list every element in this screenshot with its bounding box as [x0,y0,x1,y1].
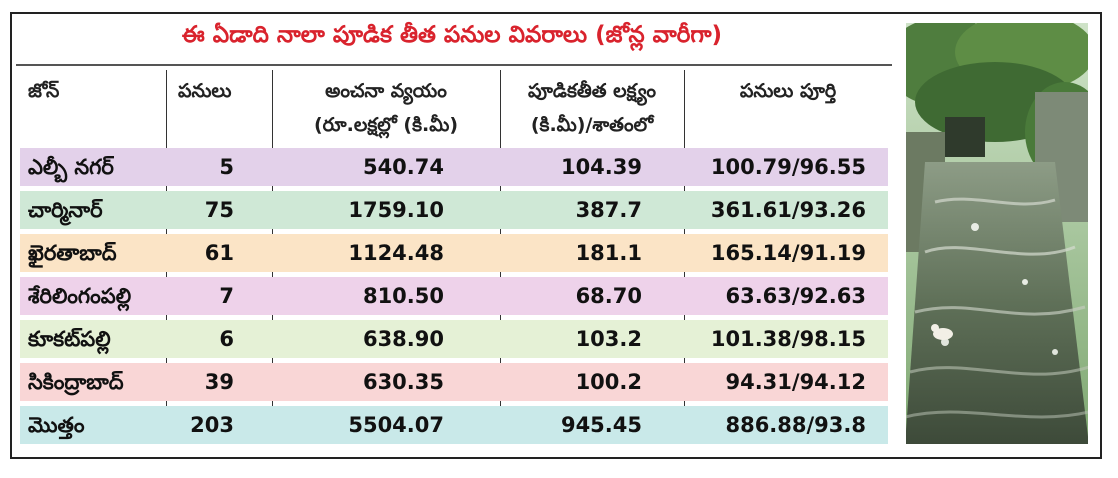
cell-target: 181.1 [575,241,642,265]
drain-photo-illustration [905,22,1089,445]
header-completed: పనులు పూర్తి [739,80,837,102]
header-target: పూడికతీత లక్ష్యం (కి.మీ)/శాతంలో [506,74,678,142]
cell-estimate: 5504.07 [348,413,444,437]
cell-works: 61 [204,241,234,265]
header-target-line1: పూడికతీత లక్ష్యం [528,80,656,102]
cell-completed: 886.88/93.8 [725,413,866,437]
cell-target: 100.2 [575,370,642,394]
cell-estimate: 630.35 [362,370,444,394]
cell-completed: 165.14/91.19 [710,241,866,265]
cell-estimate: 638.90 [362,327,444,351]
cell-zone: సికింద్రాబాద్ [28,370,124,394]
header-estimate: అంచనా వ్యయం (రూ.లక్షల్లో (కి.మీ) [278,74,494,142]
cell-zone: ఖైరతాబాద్ [28,241,117,265]
cell-zone: మొత్తం [28,413,85,437]
cell-estimate: 1124.48 [348,241,444,265]
table-row: ఖైరతాబాద్ 61 1124.48 181.1 165.14/91.19 [20,234,888,272]
table-row: ఎల్బీ నగర్ 5 540.74 104.39 100.79/96.55 [20,148,888,186]
header-estimate-line2: (రూ.లక్షల్లో (కి.మీ) [313,114,459,136]
title-divider [16,64,892,66]
cell-zone: శేరిలింగంపల్లి [28,284,132,308]
header-works: పనులు [178,80,232,102]
drain-photo [905,22,1089,445]
table-title: ఈ ఏడాది నాలా పూడిక తీత పనుల వివరాలు (జోన… [181,22,723,48]
cell-completed: 63.63/92.63 [725,284,866,308]
cell-target: 103.2 [575,327,642,351]
cell-works: 5 [219,155,234,179]
cell-target: 387.7 [575,198,642,222]
cell-completed: 100.79/96.55 [710,155,866,179]
header-zone: జోన్ [28,80,60,102]
table-row-total: మొత్తం 203 5504.07 945.45 886.88/93.8 [20,406,888,444]
table-row: చార్మినార్ 75 1759.10 387.7 361.61/93.26 [20,191,888,229]
cell-works: 75 [204,198,234,222]
table-header: జోన్ పనులు అంచనా వ్యయం (రూ.లక్షల్లో (కి.… [16,70,892,144]
table-row: సికింద్రాబాద్ 39 630.35 100.2 94.31/94.1… [20,363,888,401]
cell-estimate: 540.74 [362,155,444,179]
table-row: కూకట్‌పల్లి 6 638.90 103.2 101.38/98.15 [20,320,888,358]
cell-zone: ఎల్బీ నగర్ [28,155,114,179]
cell-completed: 361.61/93.26 [710,198,866,222]
cell-target: 104.39 [560,155,642,179]
header-target-line2: (కి.మీ)/శాతంలో [530,114,654,136]
cell-estimate: 1759.10 [348,198,444,222]
cell-zone: కూకట్‌పల్లి [28,327,111,351]
cell-estimate: 810.50 [362,284,444,308]
cell-works: 203 [190,413,234,437]
header-estimate-line1: అంచనా వ్యయం [325,80,447,102]
cell-works: 7 [219,284,234,308]
cell-completed: 94.31/94.12 [725,370,866,394]
zone-table: జోన్ పనులు అంచనా వ్యయం (రూ.లక్షల్లో (కి.… [16,70,892,450]
table-row: శేరిలింగంపల్లి 7 810.50 68.70 63.63/92.6… [20,277,888,315]
cell-completed: 101.38/98.15 [710,327,866,351]
cell-works: 6 [219,327,234,351]
cell-target: 945.45 [560,413,642,437]
cell-zone: చార్మినార్ [28,198,103,222]
cell-target: 68.70 [575,284,642,308]
cell-works: 39 [204,370,234,394]
